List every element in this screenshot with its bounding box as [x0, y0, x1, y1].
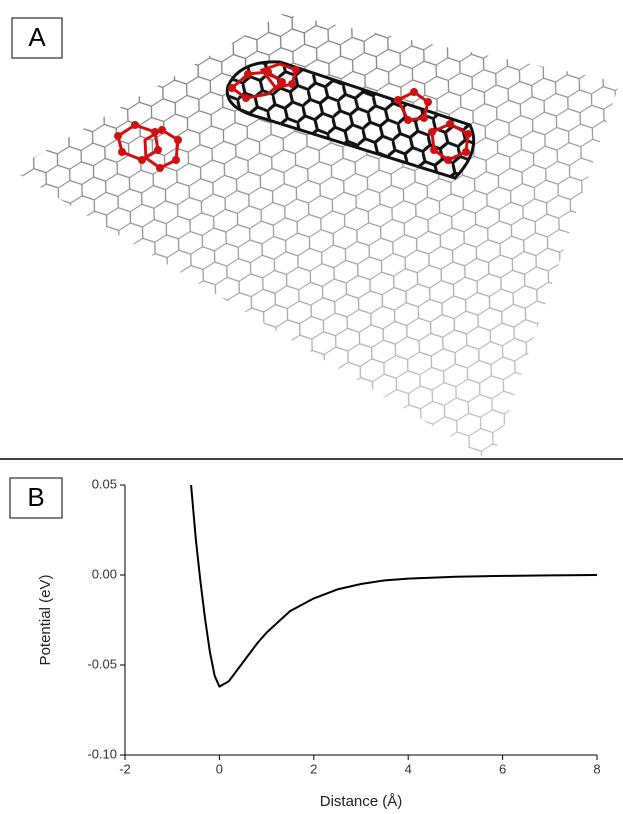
potential-curve [191, 485, 597, 687]
panel-label: B [27, 482, 44, 512]
x-axis-title: Distance (Å) [320, 793, 403, 810]
x-tick-label: 4 [405, 761, 412, 776]
y-tick-label: -0.10 [87, 746, 117, 761]
panel-label: A [28, 22, 46, 52]
y-axis-title: Potential (eV) [37, 575, 54, 666]
graphene-illustration [12, 14, 620, 462]
x-tick-label: -2 [119, 761, 131, 776]
x-tick-label: 2 [310, 761, 317, 776]
page: A B Potential (eV) Distance (Å) -0.10 -0.… [0, 0, 623, 814]
y-tick-label: 0.00 [92, 566, 117, 581]
figure: A B Potential (eV) Distance (Å) -0.10 -0.… [0, 0, 623, 814]
x-tick-label: 6 [499, 761, 506, 776]
y-tick-label: 0.05 [92, 476, 117, 491]
x-tick-label: 0 [216, 761, 223, 776]
x-tick-label: 8 [593, 761, 600, 776]
y-tick-label: -0.05 [87, 656, 117, 671]
